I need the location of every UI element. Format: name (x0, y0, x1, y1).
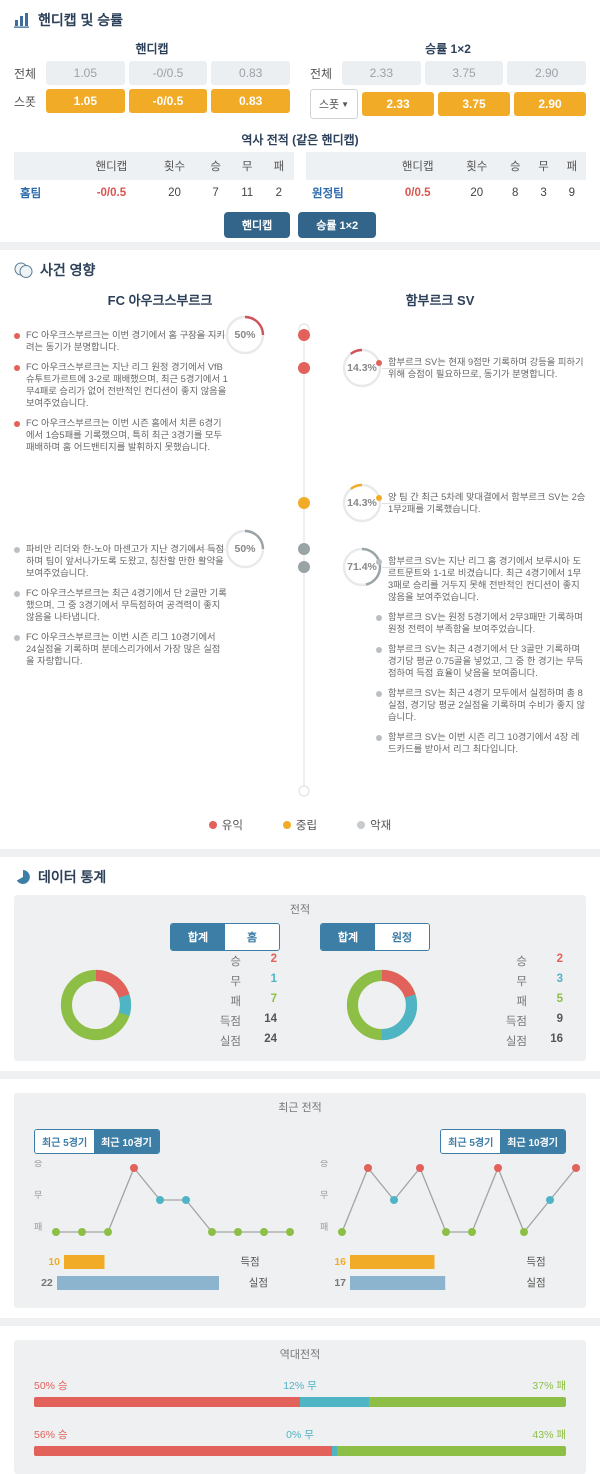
svg-text:승: 승 (320, 1160, 328, 1168)
svg-text:패: 패 (320, 1222, 328, 1232)
svg-text:승: 승 (34, 1160, 42, 1168)
svg-text:패: 패 (34, 1222, 42, 1232)
svg-text:무: 무 (320, 1190, 328, 1200)
svg-text:무: 무 (34, 1190, 42, 1200)
